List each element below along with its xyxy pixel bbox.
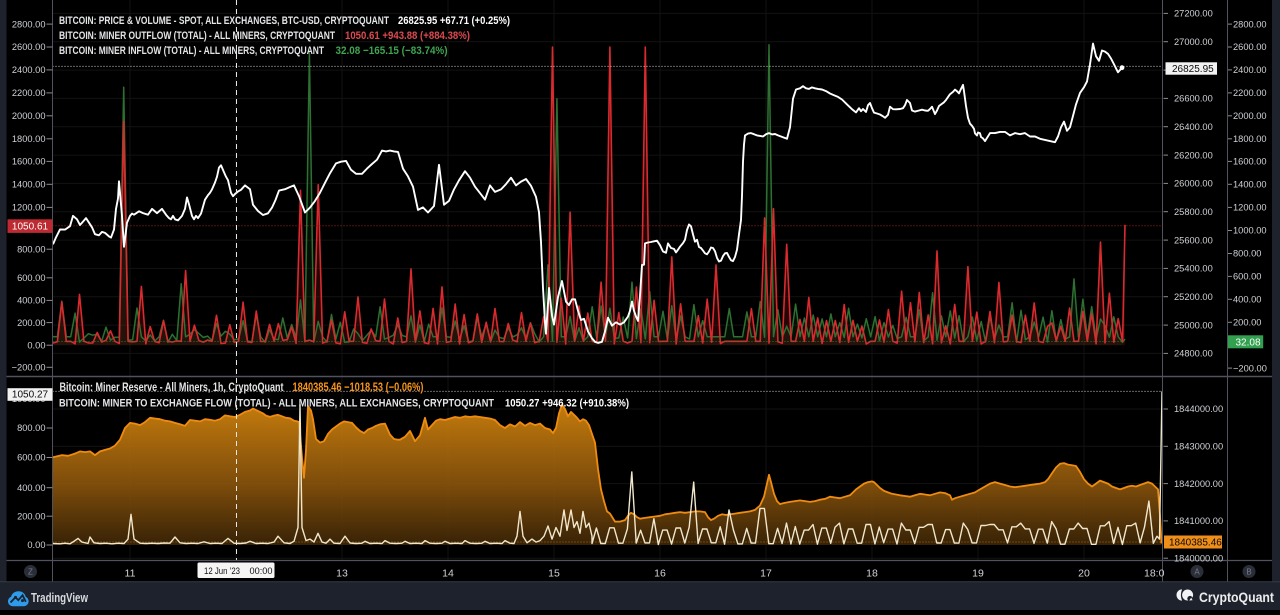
svg-text:27200.00: 27200.00 <box>1174 9 1213 19</box>
svg-text:2600.00: 2600.00 <box>1233 42 1267 52</box>
svg-text:27000.00: 27000.00 <box>1174 37 1213 47</box>
svg-text:1050.27 +946.32 (+910.38%): 1050.27 +946.32 (+910.38%) <box>505 398 629 410</box>
svg-text:Z: Z <box>28 568 33 577</box>
svg-text:25400.00: 25400.00 <box>1174 264 1213 274</box>
svg-text:A: A <box>1194 568 1200 577</box>
svg-text:1000.00: 1000.00 <box>1233 226 1267 236</box>
svg-text:1400.00: 1400.00 <box>12 180 46 190</box>
svg-text:25200.00: 25200.00 <box>1174 292 1213 302</box>
svg-text:B: B <box>1246 568 1251 577</box>
svg-text:BITCOIN: MINER TO EXCHANGE FLO: BITCOIN: MINER TO EXCHANGE FLOW (TOTAL) … <box>59 398 494 410</box>
svg-text:200.00: 200.00 <box>1233 318 1261 328</box>
svg-text:1600.00: 1600.00 <box>12 157 46 167</box>
svg-text:BITCOIN: MINER OUTFLOW (TOTAL): BITCOIN: MINER OUTFLOW (TOTAL) - ALL MIN… <box>59 30 335 42</box>
svg-text:2200.00: 2200.00 <box>12 88 46 98</box>
svg-text:0.00: 0.00 <box>27 540 45 550</box>
svg-text:600.00: 600.00 <box>1233 272 1261 282</box>
svg-text:0.00: 0.00 <box>27 340 45 350</box>
svg-text:11: 11 <box>125 568 136 580</box>
svg-text:16: 16 <box>654 568 666 580</box>
svg-text:400.00: 400.00 <box>17 296 45 306</box>
svg-text:25800.00: 25800.00 <box>1174 207 1213 217</box>
svg-text:1050.61: 1050.61 <box>12 222 49 233</box>
svg-text:2000.00: 2000.00 <box>1233 111 1267 121</box>
svg-text:1400.00: 1400.00 <box>1233 180 1267 190</box>
svg-text:600.00: 600.00 <box>17 453 45 463</box>
svg-text:−200.00: −200.00 <box>1233 363 1267 373</box>
svg-text:1200.00: 1200.00 <box>1233 203 1267 213</box>
svg-text:14: 14 <box>442 568 454 580</box>
svg-text:1800.00: 1800.00 <box>1233 134 1267 144</box>
svg-text:26825.95: 26825.95 <box>1172 64 1214 75</box>
svg-text:13: 13 <box>336 568 348 580</box>
svg-text:26000.00: 26000.00 <box>1174 179 1213 189</box>
svg-text:12 Jun ’23: 12 Jun ’23 <box>204 566 240 577</box>
svg-text:26200.00: 26200.00 <box>1174 150 1213 160</box>
svg-text:1050.27: 1050.27 <box>12 390 49 401</box>
svg-text:400.00: 400.00 <box>1233 295 1261 305</box>
svg-text:18:0: 18:0 <box>1144 568 1165 580</box>
svg-text:−200.00: −200.00 <box>12 363 46 373</box>
svg-text:17: 17 <box>760 568 772 580</box>
svg-text:1840000.00: 1840000.00 <box>1174 553 1223 563</box>
svg-text:25600.00: 25600.00 <box>1174 235 1213 245</box>
svg-text:800.00: 800.00 <box>1233 249 1261 259</box>
svg-text:00:00: 00:00 <box>250 566 273 577</box>
svg-text:1840385.46 −1018.53 (−0.06%): 1840385.46 −1018.53 (−0.06%) <box>293 380 424 394</box>
svg-text:26600.00: 26600.00 <box>1174 94 1213 104</box>
svg-text:1841000.00: 1841000.00 <box>1174 516 1223 526</box>
svg-text:2800.00: 2800.00 <box>12 19 46 29</box>
svg-text:400.00: 400.00 <box>17 483 45 493</box>
svg-text:1843000.00: 1843000.00 <box>1174 442 1223 452</box>
svg-text:15: 15 <box>548 568 560 580</box>
svg-text:2800.00: 2800.00 <box>1233 19 1267 29</box>
svg-text:24800.00: 24800.00 <box>1174 349 1213 359</box>
svg-text:26400.00: 26400.00 <box>1174 122 1213 132</box>
svg-text:32.08: 32.08 <box>1236 337 1261 348</box>
svg-text:32.08 −165.15 (−83.74%): 32.08 −165.15 (−83.74%) <box>336 45 448 57</box>
svg-text:800.00: 800.00 <box>17 423 45 433</box>
svg-text:BITCOIN: MINER INFLOW (TOTAL): BITCOIN: MINER INFLOW (TOTAL) - ALL MINE… <box>59 45 324 57</box>
svg-text:2200.00: 2200.00 <box>1233 88 1267 98</box>
svg-text:CryptoQuant: CryptoQuant <box>1199 590 1274 605</box>
svg-text:1050.61 +943.88 (+884.38%): 1050.61 +943.88 (+884.38%) <box>345 30 470 42</box>
svg-text:600.00: 600.00 <box>17 273 45 283</box>
svg-text:2400.00: 2400.00 <box>12 65 46 75</box>
svg-text:TradingView: TradingView <box>31 591 88 605</box>
svg-text:18: 18 <box>866 568 878 580</box>
svg-text:200.00: 200.00 <box>17 511 45 521</box>
svg-text:20: 20 <box>1078 568 1090 580</box>
svg-text:26825.95 +67.71 (+0.25%): 26825.95 +67.71 (+0.25%) <box>398 15 510 27</box>
svg-text:19: 19 <box>972 568 984 580</box>
svg-text:1600.00: 1600.00 <box>1233 157 1267 167</box>
svg-text:1840385.46: 1840385.46 <box>1169 538 1222 549</box>
svg-text:1844000.00: 1844000.00 <box>1174 404 1223 414</box>
svg-text:2600.00: 2600.00 <box>12 42 46 52</box>
svg-text:1842000.00: 1842000.00 <box>1174 479 1223 489</box>
svg-text:1800.00: 1800.00 <box>12 134 46 144</box>
svg-text:200.00: 200.00 <box>17 318 45 328</box>
svg-text:2400.00: 2400.00 <box>1233 65 1267 75</box>
svg-text:1200.00: 1200.00 <box>12 203 46 213</box>
svg-text:25000.00: 25000.00 <box>1174 320 1213 330</box>
svg-text:800.00: 800.00 <box>17 244 45 254</box>
svg-text:Bitcoin: Miner Reserve - All M: Bitcoin: Miner Reserve - All Miners, 1h,… <box>60 380 284 394</box>
svg-text:BITCOIN: PRICE & VOLUME - SPOT: BITCOIN: PRICE & VOLUME - SPOT, ALL EXCH… <box>59 15 389 27</box>
svg-text:2000.00: 2000.00 <box>12 111 46 121</box>
